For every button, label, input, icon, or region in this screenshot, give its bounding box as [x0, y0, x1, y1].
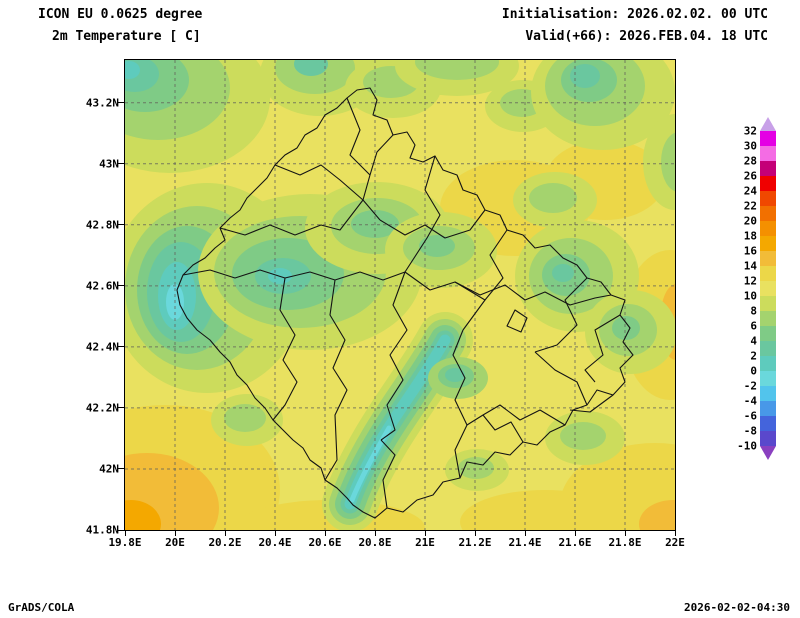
colorbar-tick-label: 2: [750, 349, 757, 363]
lon-axis-tick: [525, 531, 526, 536]
lat-axis-tick: [118, 529, 124, 531]
map-frame: [124, 59, 676, 531]
lat-axis-label: 43N: [99, 157, 119, 171]
lon-axis-tick: [325, 531, 326, 536]
colorbar-tick-label: 6: [750, 319, 757, 333]
colorbar-segment: [760, 251, 776, 266]
colorbar-tick-label: 20: [743, 214, 757, 228]
colorbar-segment: [760, 236, 776, 251]
valid-time-label: Valid(+66): 2026.FEB.04. 18 UTC: [525, 29, 768, 44]
lon-axis-tick: [275, 531, 276, 536]
colorbar-tick-label: 12: [743, 274, 757, 288]
lat-axis-tick: [118, 468, 124, 470]
colorbar-segment: [760, 206, 776, 221]
colorbar-segment: [760, 326, 776, 341]
colorbar-tick-label: 24: [743, 184, 757, 198]
lon-axis-label: 20.8E: [358, 536, 392, 549]
colorbar-segment: [760, 161, 776, 176]
init-time-label: Initialisation: 2026.02.02. 00 UTC: [501, 7, 768, 22]
colorbar-tick-label: 32: [743, 124, 757, 138]
lon-axis-tick: [175, 531, 176, 536]
colorbar-segment: [760, 416, 776, 431]
lon-axis-tick: [625, 531, 626, 536]
field-title: 2m Temperature [ C]: [52, 29, 201, 44]
colorbar: [760, 117, 776, 460]
lat-axis-label: 41.8N: [85, 523, 119, 537]
colorbar-segment: [760, 176, 776, 191]
colorbar-tick-label: -10: [737, 439, 757, 453]
colorbar-segment: [760, 341, 776, 356]
lon-axis-tick: [425, 531, 426, 536]
lat-axis-tick: [118, 163, 124, 165]
colorbar-tick-label: -8: [743, 424, 757, 438]
lon-axis-label: 21.8E: [608, 536, 642, 549]
lon-axis-tick: [675, 531, 676, 536]
colorbar-tick-label: -2: [743, 379, 757, 393]
colorbar-segment: [760, 191, 776, 206]
colorbar-segment: [760, 311, 776, 326]
colorbar-segment: [760, 431, 776, 446]
colorbar-segment: [760, 146, 776, 161]
colorbar-tick-label: 26: [743, 169, 757, 183]
colorbar-segment: [760, 221, 776, 236]
lon-axis-label: 21.2E: [458, 536, 492, 549]
colorbar-segment: [760, 356, 776, 371]
colorbar-segment: [760, 401, 776, 416]
colorbar-tick-label: 22: [743, 199, 757, 213]
lat-axis-tick: [118, 407, 124, 409]
colorbar-segment: [760, 266, 776, 281]
colorbar-arrow-top: [760, 117, 776, 131]
colorbar-segment: [760, 281, 776, 296]
country-outline: [176, 87, 634, 519]
colorbar-tick-label: 8: [750, 304, 757, 318]
lon-axis-tick: [475, 531, 476, 536]
colorbar-tick-label: 10: [743, 289, 757, 303]
lon-axis-label: 21.4E: [508, 536, 542, 549]
colorbar-tick-label: 0: [750, 364, 757, 378]
lat-axis-tick: [118, 346, 124, 348]
lon-axis-tick: [225, 531, 226, 536]
colorbar-arrow-bottom: [760, 446, 776, 460]
colorbar-tick-label: -6: [743, 409, 757, 423]
grads-credit: GrADS/COLA: [8, 601, 75, 614]
temperature-map: [125, 60, 675, 530]
lon-axis-label: 21E: [415, 536, 435, 549]
colorbar-tick-label: 4: [750, 334, 757, 348]
lon-axis-tick: [575, 531, 576, 536]
colorbar-segment: [760, 386, 776, 401]
lon-axis-label: 20.4E: [258, 536, 292, 549]
temperature-field: [125, 60, 675, 530]
lat-axis-label: 43.2N: [85, 96, 119, 110]
lon-axis-label: 22E: [665, 536, 685, 549]
lat-axis-label: 42.4N: [85, 340, 119, 354]
colorbar-tick-label: 16: [743, 244, 757, 258]
lat-axis-label: 42N: [99, 462, 119, 476]
lon-axis-label: 20E: [165, 536, 185, 549]
kosovo-boundaries: [176, 87, 634, 519]
lat-axis-label: 42.8N: [85, 218, 119, 232]
colorbar-tick-label: 30: [743, 139, 757, 153]
lon-axis-label: 20.6E: [308, 536, 342, 549]
model-title: ICON EU 0.0625 degree: [38, 7, 203, 22]
lat-axis-tick: [118, 102, 124, 104]
lon-axis-tick: [375, 531, 376, 536]
lat-axis-tick: [118, 224, 124, 226]
colorbar-tick-label: 18: [743, 229, 757, 243]
lat-axis-label: 42.2N: [85, 401, 119, 415]
lon-axis-tick: [125, 531, 126, 536]
colorbar-segment: [760, 131, 776, 146]
creation-timestamp: 2026-02-02-04:30: [684, 601, 790, 614]
lon-axis-label: 20.2E: [208, 536, 242, 549]
gridlines: [125, 60, 675, 530]
colorbar-tick-label: 14: [743, 259, 757, 273]
lon-axis-label: 21.6E: [558, 536, 592, 549]
lat-axis-tick: [118, 285, 124, 287]
lon-axis-label: 19.8E: [108, 536, 142, 549]
lat-axis-label: 42.6N: [85, 279, 119, 293]
colorbar-segment: [760, 371, 776, 386]
colorbar-tick-label: -4: [743, 394, 757, 408]
colorbar-segment: [760, 296, 776, 311]
colorbar-tick-label: 28: [743, 154, 757, 168]
